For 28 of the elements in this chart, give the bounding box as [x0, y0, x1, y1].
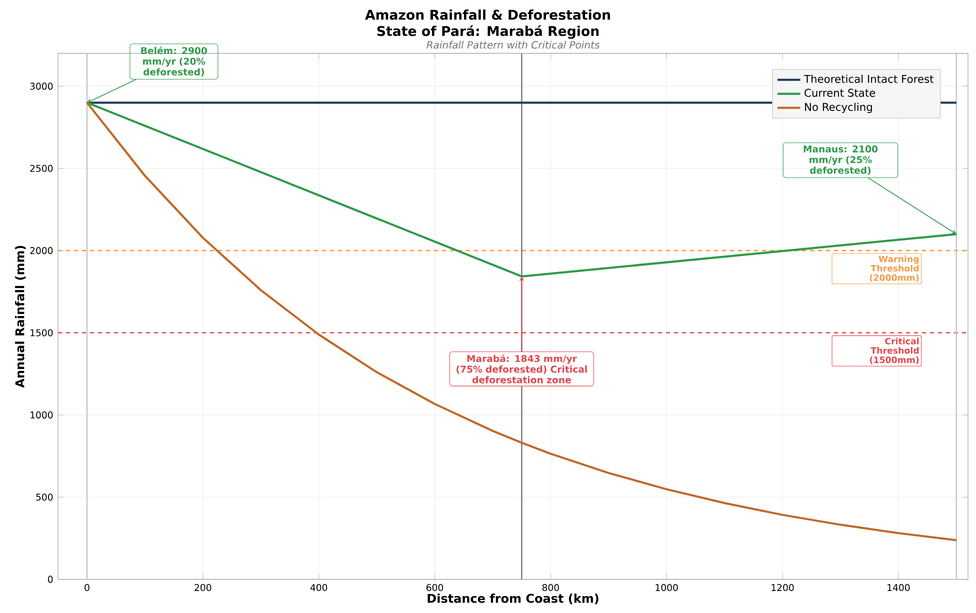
legend-label: Theoretical Intact Forest — [804, 74, 934, 83]
annotation: Belém: 2900 mm/yr (20% deforested) — [141, 46, 208, 76]
annotation: Manaus: 2100 mm/yr (25% deforested) — [804, 145, 878, 175]
legend-label: Current State — [804, 88, 876, 97]
chart-subtitle: State of Pará: Marabá Region — [377, 25, 599, 39]
ref-line-label: Critical Threshold (1500mm) — [870, 338, 919, 364]
text: Rainfall Pattern with Critical Points — [426, 40, 600, 48]
x-tick-label: 800 — [542, 584, 559, 591]
y-tick-label: 3000 — [30, 82, 53, 90]
x-tick-label: 200 — [194, 584, 212, 591]
y-tick-label: 2500 — [30, 164, 53, 172]
legend-label: No Recycling — [805, 102, 872, 113]
annotation: Marabá: 1843 mm/yr (75% deforested) Critical deforestation zone — [456, 354, 587, 384]
y-axis-title: Annual Rainfall (mm) — [15, 246, 26, 388]
x-tick-label: 1400 — [888, 584, 910, 591]
y-tick-label: 1500 — [30, 329, 53, 336]
x-tick-label: 1000 — [656, 584, 678, 591]
ref-line-label: Warning Threshold (2000mm) — [870, 255, 919, 282]
x-axis-title: Distance from Coast (km) — [428, 593, 598, 604]
y-tick-label: 500 — [36, 493, 53, 500]
x-tick-label: 400 — [310, 584, 328, 591]
x-tick-label: 0 — [84, 584, 90, 591]
chart-title: Amazon Rainfall & Deforestation — [365, 9, 610, 20]
y-tick-label: 0 — [48, 576, 53, 583]
y-tick-label: 1000 — [30, 411, 53, 418]
x-tick-label: 600 — [426, 584, 444, 591]
y-tick-label: 2000 — [30, 246, 53, 254]
x-tick-label: 1200 — [772, 584, 794, 591]
